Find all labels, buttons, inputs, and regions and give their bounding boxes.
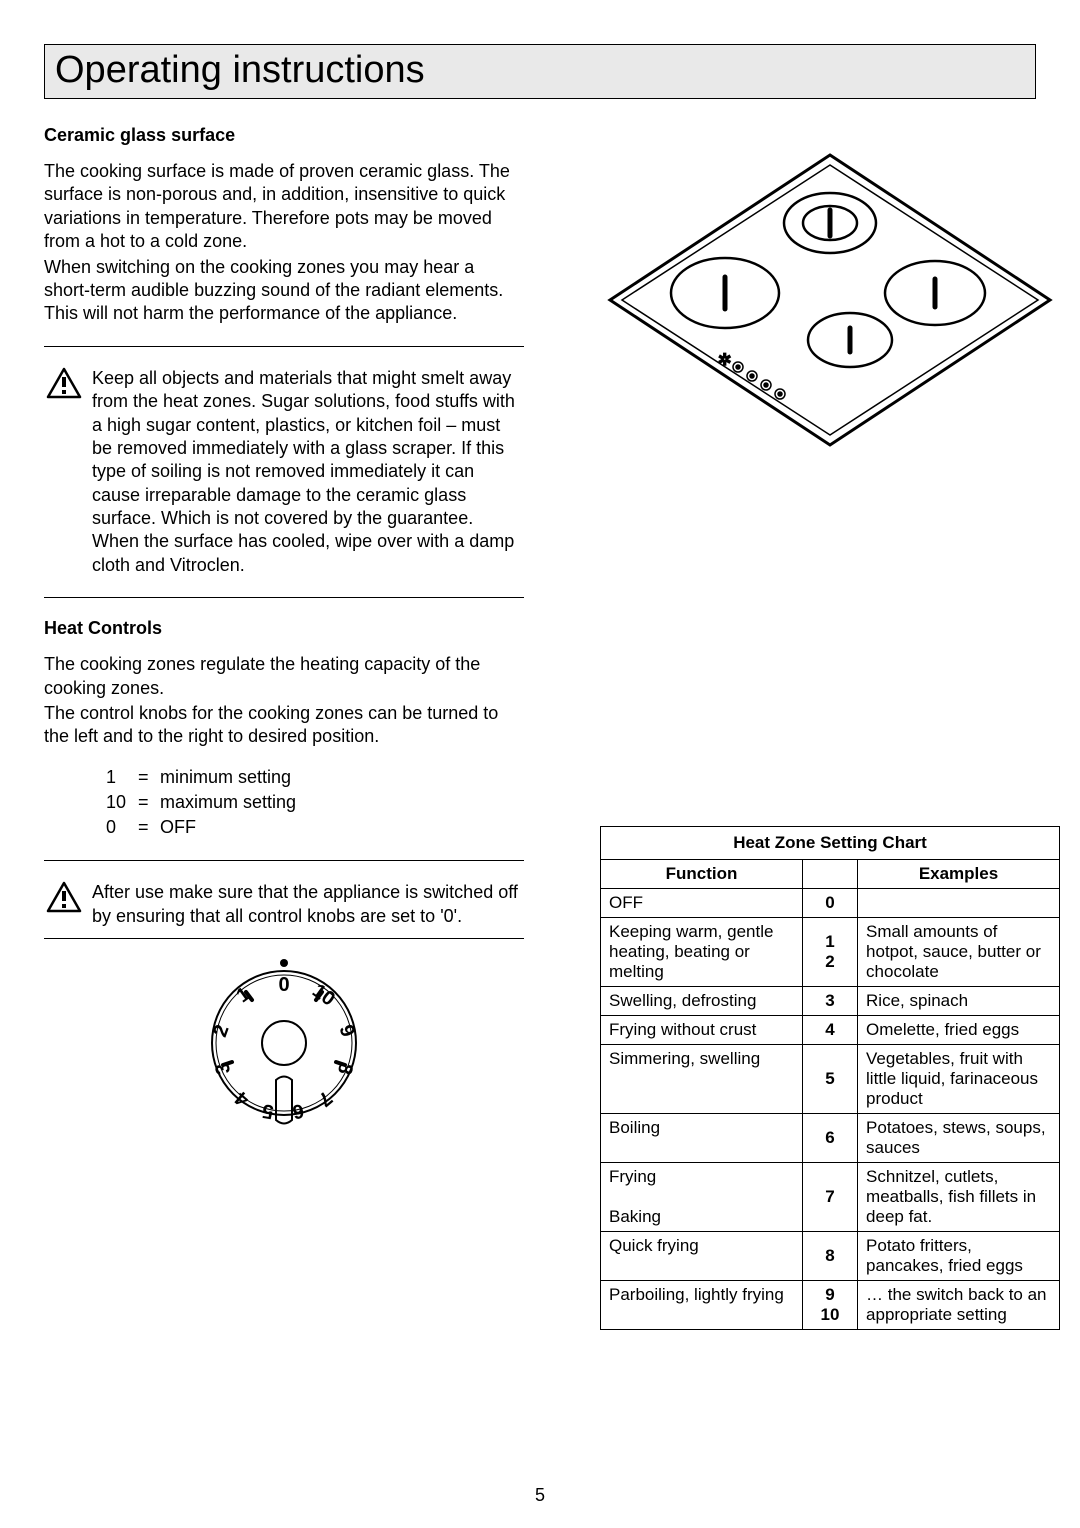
setting-eq: = [138,790,160,815]
content-columns: Ceramic glass surface The cooking surfac… [44,125,1036,1330]
heat-controls-heading: Heat Controls [44,618,524,639]
warning-text-1b: When the surface has cooled, wipe over w… [92,531,514,574]
table-row: Keeping warm, gentle heating, beating or… [601,918,1060,987]
chart-wrapper: Heat Zone Setting Chart Function Example… [600,826,1060,1330]
title-bar: Operating instructions [44,44,1036,99]
hob-diagram: ✲ [600,135,1060,470]
chart-body: OFF 0 Keeping warm, gentle heating, beat… [601,889,1060,1330]
cell-ex: Potato fritters, pancakes, fried eggs [858,1232,1060,1281]
divider [44,597,524,598]
page-title: Operating instructions [55,49,1025,92]
heat-zone-chart: Heat Zone Setting Chart Function Example… [600,826,1060,1330]
chart-header-row: Function Examples [601,860,1060,889]
left-column: Ceramic glass surface The cooking surfac… [44,125,524,1330]
cell-lvl: 3 [802,987,857,1016]
table-row: Frying Baking 7 Schnitzel, cutlets, meat… [601,1163,1060,1232]
cell-lvl: 4 [802,1016,857,1045]
chart-title: Heat Zone Setting Chart [600,826,1060,859]
table-row: Parboiling, lightly frying 9 10 … the sw… [601,1281,1060,1330]
svg-text:5: 5 [261,1099,276,1123]
warning-text-2: After use make sure that the appliance i… [92,881,522,928]
warning-text-1: Keep all objects and materials that migh… [92,367,522,578]
cell-ex: Rice, spinach [858,987,1060,1016]
setting-val: maximum setting [160,790,296,815]
table-row: Boiling 6 Potatoes, stews, soups, sauces [601,1114,1060,1163]
setting-eq: = [138,765,160,790]
setting-key: 1 [106,765,138,790]
divider [44,860,524,861]
cell-fn: Quick frying [601,1232,803,1281]
cell-ex: … the switch back to an appropriate sett… [858,1281,1060,1330]
cell-ex [858,889,1060,918]
warning-block-2: After use make sure that the appliance i… [44,881,524,928]
cell-fn: Parboiling, lightly frying [601,1281,803,1330]
setting-key: 0 [106,815,138,840]
divider [44,938,524,939]
cell-lvl: 0 [802,889,857,918]
table-row: Quick frying 8 Potato fritters, pancakes… [601,1232,1060,1281]
table-row: OFF 0 [601,889,1060,918]
cell-lvl: 9 10 [802,1281,857,1330]
cell-lvl: 1 2 [802,918,857,987]
svg-text:0: 0 [278,974,289,996]
cell-lvl: 7 [802,1163,857,1232]
cell-fn: Swelling, defrosting [601,987,803,1016]
cell-fn: Simmering, swelling [601,1045,803,1114]
heat-controls-para-1: The cooking zones regulate the heating c… [44,653,524,700]
ceramic-para-1: The cooking surface is made of proven ce… [44,160,524,254]
table-row: Simmering, swelling 5 Vegetables, fruit … [601,1045,1060,1114]
cell-fn: OFF [601,889,803,918]
heat-controls-para-2: The control knobs for the cooking zones … [44,702,524,749]
warning-icon [46,881,82,928]
warning-block-1: Keep all objects and materials that migh… [44,367,524,578]
warning-text-1a: Keep all objects and materials that migh… [92,368,515,528]
settings-list: 1 = minimum setting 10 = maximum setting… [106,765,524,841]
cell-fn: Boiling [601,1114,803,1163]
setting-row: 1 = minimum setting [106,765,524,790]
cell-lvl: 6 [802,1114,857,1163]
setting-eq: = [138,815,160,840]
cell-lvl: 5 [802,1045,857,1114]
right-column: ✲ Heat Zone Setting Chart Function Examp… [600,125,1060,1330]
warning-icon [46,367,82,578]
cell-ex: Vegetables, fruit with little liquid, fa… [858,1045,1060,1114]
table-row: Swelling, defrosting 3 Rice, spinach [601,987,1060,1016]
chart-col-examples: Examples [858,860,1060,889]
chart-col-level [802,860,857,889]
ceramic-para-2: When switching on the cooking zones you … [44,256,524,326]
cell-ex: Small amounts of hotpot, sauce, butter o… [858,918,1060,987]
svg-text:1: 1 [233,983,255,1007]
ceramic-heading: Ceramic glass surface [44,125,524,146]
table-row: Frying without crust 4 Omelette, fried e… [601,1016,1060,1045]
setting-row: 0 = OFF [106,815,524,840]
svg-text:✲: ✲ [718,352,731,369]
cell-fn: Frying without crust [601,1016,803,1045]
cell-lvl: 8 [802,1232,857,1281]
setting-val: minimum setting [160,765,291,790]
chart-col-function: Function [601,860,803,889]
cell-fn: Keeping warm, gentle heating, beating or… [601,918,803,987]
cell-ex: Omelette, fried eggs [858,1016,1060,1045]
svg-text:10: 10 [308,980,339,1011]
setting-key: 10 [106,790,138,815]
divider [44,346,524,347]
page-number: 5 [0,1485,1080,1506]
cell-fn: Frying Baking [601,1163,803,1232]
setting-row: 10 = maximum setting [106,790,524,815]
knob-dial-diagram: 0 10 9 8 7 6 5 4 3 2 1 [44,945,524,1150]
cell-ex: Schnitzel, cutlets, meatballs, fish fill… [858,1163,1060,1232]
setting-val: OFF [160,815,196,840]
cell-ex: Potatoes, stews, soups, sauces [858,1114,1060,1163]
